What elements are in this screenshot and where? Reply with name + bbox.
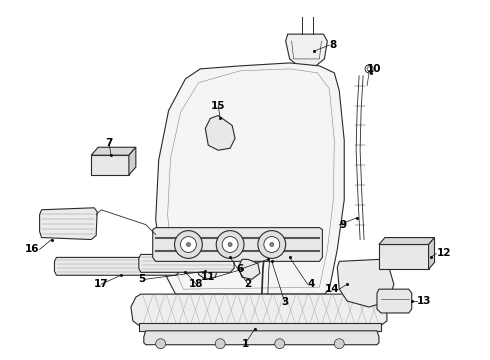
Text: 11: 11 (201, 272, 215, 282)
Circle shape (367, 67, 371, 71)
Text: 7: 7 (105, 138, 113, 148)
Polygon shape (379, 244, 429, 269)
Text: 12: 12 (437, 248, 451, 258)
Circle shape (174, 231, 202, 258)
Polygon shape (129, 147, 136, 175)
Text: 18: 18 (189, 279, 204, 289)
Circle shape (270, 243, 274, 247)
Polygon shape (153, 228, 322, 261)
Polygon shape (377, 289, 412, 313)
Circle shape (215, 339, 225, 349)
Polygon shape (91, 147, 136, 155)
Polygon shape (139, 255, 234, 272)
Polygon shape (205, 116, 235, 150)
Circle shape (180, 237, 196, 252)
Polygon shape (139, 323, 381, 331)
Circle shape (275, 339, 285, 349)
Circle shape (156, 339, 166, 349)
Circle shape (228, 243, 232, 247)
Polygon shape (91, 155, 129, 175)
Circle shape (264, 237, 280, 252)
Polygon shape (131, 294, 387, 327)
Circle shape (187, 243, 191, 247)
Polygon shape (40, 208, 97, 239)
Polygon shape (286, 34, 327, 67)
Text: 2: 2 (245, 279, 251, 289)
Polygon shape (429, 238, 435, 269)
Circle shape (216, 231, 244, 258)
Circle shape (258, 231, 286, 258)
Text: 15: 15 (211, 100, 225, 111)
Circle shape (365, 65, 373, 73)
Text: 9: 9 (339, 220, 346, 230)
Text: 10: 10 (367, 64, 382, 74)
Polygon shape (198, 262, 218, 279)
Text: 17: 17 (94, 279, 108, 289)
Circle shape (222, 237, 238, 252)
Text: 6: 6 (236, 264, 244, 274)
Polygon shape (156, 63, 344, 294)
Text: 4: 4 (308, 279, 315, 289)
Polygon shape (54, 257, 180, 275)
Text: 3: 3 (281, 297, 288, 307)
Text: 16: 16 (25, 244, 40, 255)
Polygon shape (144, 331, 379, 345)
Text: 5: 5 (139, 274, 146, 284)
Polygon shape (337, 260, 394, 307)
Text: 13: 13 (416, 296, 431, 306)
Text: 14: 14 (325, 284, 339, 294)
Text: 8: 8 (329, 40, 337, 50)
Polygon shape (379, 238, 435, 244)
Text: 1: 1 (242, 339, 248, 349)
Polygon shape (238, 260, 260, 279)
Circle shape (334, 339, 344, 349)
